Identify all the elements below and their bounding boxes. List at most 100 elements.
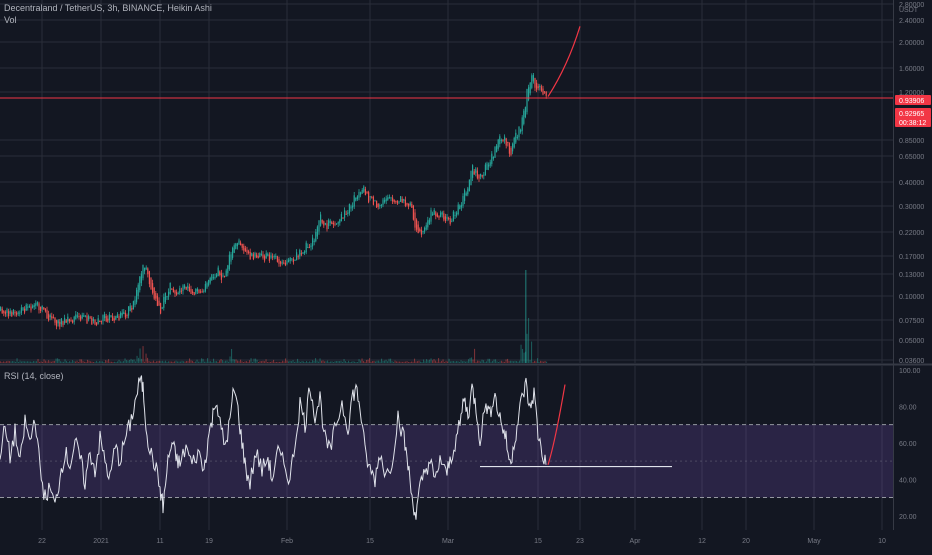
volume-bar [268,361,270,363]
candle-body [352,205,354,208]
volume-bar [336,361,338,363]
volume-bar [207,358,209,363]
volume-bar [82,361,84,363]
candle-body [384,200,386,203]
volume-bar [192,360,194,363]
rsi-y-tick-label: 60.00 [899,441,917,448]
candle-body [521,117,523,131]
candle-body [315,231,317,242]
candle-body [249,252,251,260]
volume-bar [481,359,483,363]
volume-bar [72,360,74,363]
volume-bar [247,361,249,363]
volume-bar [384,360,386,363]
candle-body [465,193,467,196]
candle-body [222,275,224,277]
volume-bar [28,361,30,363]
volume-bar [337,361,339,363]
volume-bar [225,360,227,363]
candle-body [252,254,254,260]
volume-bar [174,361,176,363]
volume-bar [46,361,48,363]
volume-bar [379,361,381,363]
volume-bar [387,361,389,363]
volume-bar [228,361,230,363]
candle-body [211,274,213,281]
volume-bar [399,361,401,363]
volume-bar [363,361,365,363]
volume-bar [163,361,165,363]
candle-body [444,216,446,222]
volume-bar [471,357,473,363]
volume-bar [498,361,500,363]
candle-body [84,315,86,317]
candle-body [483,174,485,176]
candle-body [227,265,229,274]
volume-bar [75,361,77,363]
volume-bar [189,358,191,363]
candle-body [134,299,136,305]
candle-body [472,165,474,178]
candle-body [171,288,173,290]
volume-bar [484,361,486,363]
candle-body [158,300,160,306]
candle-body [236,243,238,247]
candle-body [155,293,157,299]
volume-bar [465,361,467,363]
candle-body [89,317,91,319]
volume-bar [250,358,252,363]
volume-bar [60,361,62,363]
candle-body [68,319,70,322]
volume-bar [417,361,419,363]
candle-body [348,204,350,214]
candle-body [3,311,5,313]
volume-bar [120,361,122,363]
volume-bar [348,360,350,363]
price-projection-curve[interactable] [547,26,581,97]
volume-bar [334,361,336,363]
volume-bar [418,360,420,363]
volume-bar [276,361,278,363]
candle-body [324,223,326,225]
candle-body [64,317,66,324]
volume-bar [477,360,479,363]
volume-bar [315,358,317,363]
candle-body [441,212,443,215]
volume-bar [408,361,410,363]
candle-body [304,251,306,254]
candle-body [139,276,141,291]
candle-body [316,226,318,237]
candle-body [156,295,158,306]
rsi-projection-curve[interactable] [547,384,566,465]
volume-bar [243,361,245,363]
candle-body [454,214,456,217]
candle-body [449,218,451,224]
candle-body [361,190,363,194]
candle-body [216,274,218,278]
candle-body [230,254,232,262]
volume-bar [0,361,2,363]
volume-bar [160,361,162,363]
candle-body [102,315,104,322]
volume-bar [519,360,521,363]
candle-body [425,225,427,230]
candle-body [380,204,382,206]
volume-bar [340,360,342,363]
volume-bar [397,361,399,363]
candle-body [331,221,333,225]
volume-bar [223,361,225,363]
candle-body [161,307,163,309]
volume-bar [316,360,318,363]
volume-bar [346,361,348,363]
volume-bar [69,361,71,363]
volume-bar [511,360,513,363]
volume-bar [468,359,470,363]
candle-body [329,220,331,224]
candle-body [313,240,315,242]
candle-body [312,237,314,247]
candle-body [401,198,403,203]
candle-body [248,251,250,253]
volume-bar [325,361,327,363]
